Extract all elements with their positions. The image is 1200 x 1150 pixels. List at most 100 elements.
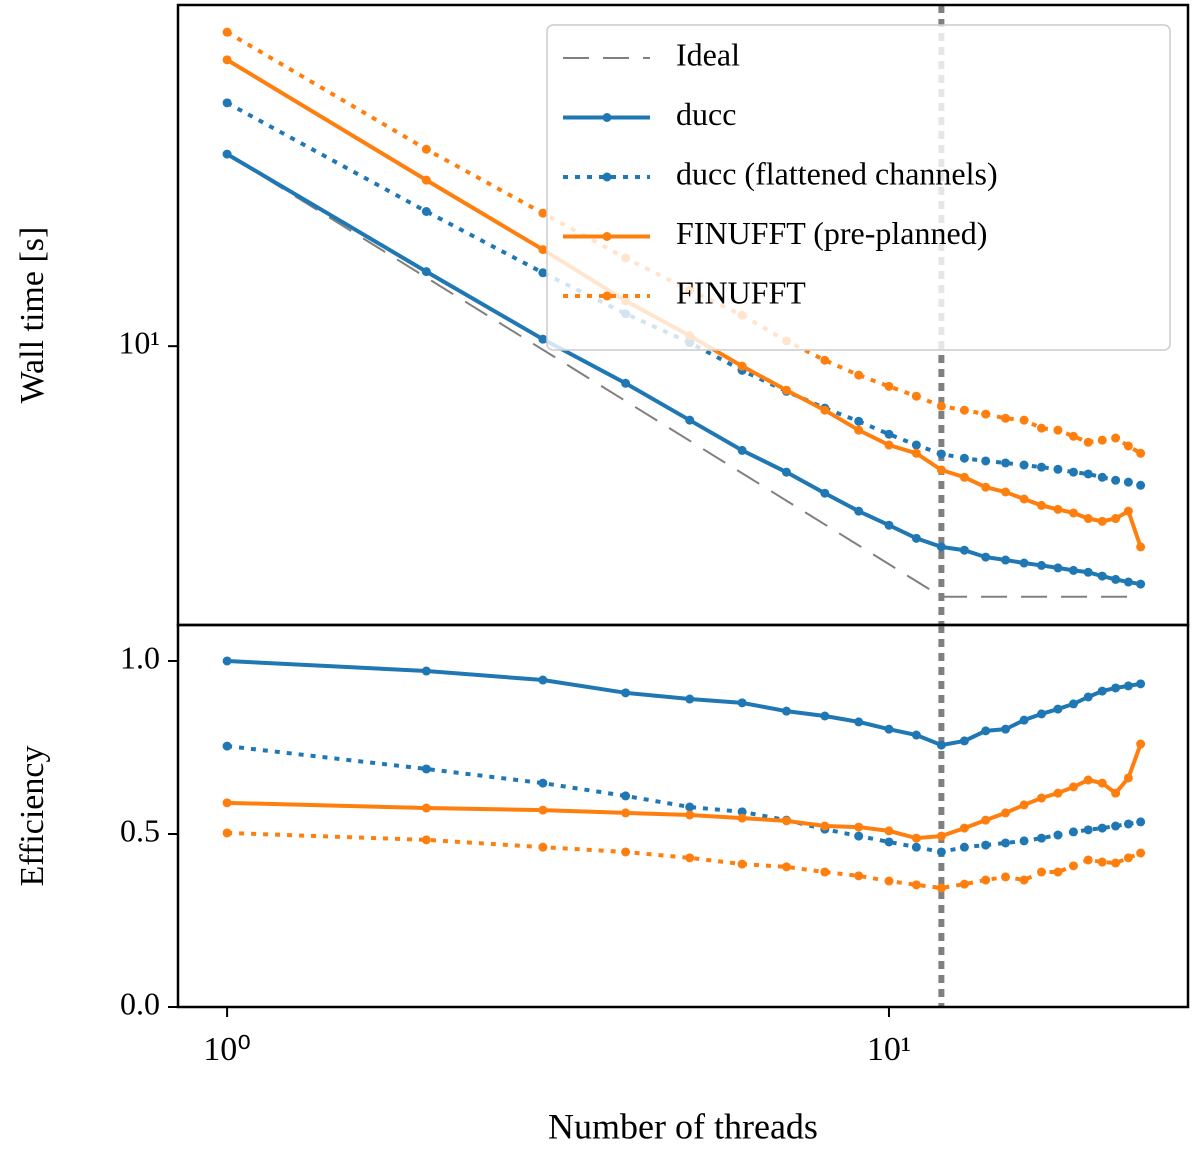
y-axis-label: Efficiency xyxy=(14,746,51,887)
data-point xyxy=(884,381,894,391)
data-point xyxy=(1037,709,1047,719)
data-point xyxy=(1097,571,1107,581)
data-point xyxy=(1068,827,1078,837)
data-point xyxy=(1053,563,1063,573)
data-point xyxy=(1001,872,1011,882)
data-point xyxy=(421,666,431,676)
data-point xyxy=(1097,516,1107,526)
data-point xyxy=(959,823,969,833)
data-point xyxy=(981,840,991,850)
y-tick-label: 0.0 xyxy=(120,985,160,1021)
data-point xyxy=(1136,817,1146,827)
data-point xyxy=(421,267,431,277)
legend-label: FINUFFT (pre-planned) xyxy=(676,215,987,251)
data-point xyxy=(1053,788,1063,798)
data-point xyxy=(685,694,695,704)
data-point xyxy=(959,453,969,463)
data-point xyxy=(981,456,991,466)
data-point xyxy=(981,726,991,736)
data-point xyxy=(421,206,431,216)
data-point xyxy=(737,698,747,708)
legend-label: FINUFFT xyxy=(676,274,806,310)
legend-box xyxy=(546,24,1171,351)
data-point xyxy=(959,545,969,555)
series-line xyxy=(226,153,1141,598)
data-point xyxy=(1037,833,1047,843)
data-point xyxy=(911,730,921,740)
data-point xyxy=(781,816,791,826)
x-tick-label: 10⁰ xyxy=(203,1031,251,1068)
legend-marker xyxy=(602,172,612,182)
data-point xyxy=(781,385,791,395)
data-point xyxy=(884,826,894,836)
data-point xyxy=(911,440,921,450)
data-point xyxy=(981,552,991,562)
data-point xyxy=(1001,808,1011,818)
data-point xyxy=(911,533,921,543)
data-point xyxy=(1083,437,1093,447)
data-point xyxy=(1068,861,1078,871)
data-point xyxy=(820,867,830,877)
data-point xyxy=(1111,574,1121,584)
data-point xyxy=(1068,699,1078,709)
data-point xyxy=(538,245,548,255)
data-point xyxy=(1097,435,1107,445)
data-point xyxy=(1001,555,1011,565)
data-point xyxy=(538,334,548,344)
data-point xyxy=(1097,823,1107,833)
data-point xyxy=(1136,480,1146,490)
data-point xyxy=(981,875,991,885)
data-point xyxy=(854,506,864,516)
data-point xyxy=(538,208,548,218)
data-point xyxy=(1053,830,1063,840)
data-point xyxy=(222,98,232,108)
data-point xyxy=(911,448,921,458)
data-point xyxy=(1019,715,1029,725)
data-point xyxy=(1068,467,1078,477)
data-point xyxy=(936,449,946,459)
data-point xyxy=(685,802,695,812)
series-line xyxy=(226,101,1142,488)
data-point xyxy=(1111,433,1121,443)
data-point xyxy=(1083,855,1093,865)
data-point xyxy=(685,810,695,820)
data-point xyxy=(1068,508,1078,518)
data-point xyxy=(685,853,695,863)
data-point xyxy=(884,724,894,734)
data-point xyxy=(884,429,894,439)
data-point xyxy=(421,835,431,845)
data-point xyxy=(1019,460,1029,470)
data-point xyxy=(936,740,946,750)
data-point xyxy=(781,862,791,872)
data-point xyxy=(1001,413,1011,423)
data-point xyxy=(959,472,969,482)
data-point xyxy=(1136,542,1146,552)
series-line xyxy=(226,744,1141,855)
data-point xyxy=(981,482,991,492)
legend-label: Ideal xyxy=(676,36,740,72)
data-point xyxy=(1019,875,1029,885)
x-axis-label: Number of threads xyxy=(548,1106,818,1146)
data-point xyxy=(1136,679,1146,689)
data-point xyxy=(1053,704,1063,714)
plot-area xyxy=(222,625,1146,1007)
data-point xyxy=(1083,825,1093,835)
data-point xyxy=(1111,683,1121,693)
data-point xyxy=(1123,681,1133,691)
data-point xyxy=(1123,577,1133,587)
data-point xyxy=(737,859,747,869)
data-point xyxy=(1111,514,1121,524)
data-point xyxy=(1037,500,1047,510)
data-point xyxy=(737,813,747,823)
data-point xyxy=(1037,867,1047,877)
data-point xyxy=(538,268,548,278)
data-point xyxy=(781,706,791,716)
data-point xyxy=(1136,848,1146,858)
data-point xyxy=(820,488,830,498)
data-point xyxy=(854,416,864,426)
data-point xyxy=(421,144,431,154)
data-point xyxy=(621,808,631,818)
data-point xyxy=(621,847,631,857)
data-point xyxy=(959,842,969,852)
